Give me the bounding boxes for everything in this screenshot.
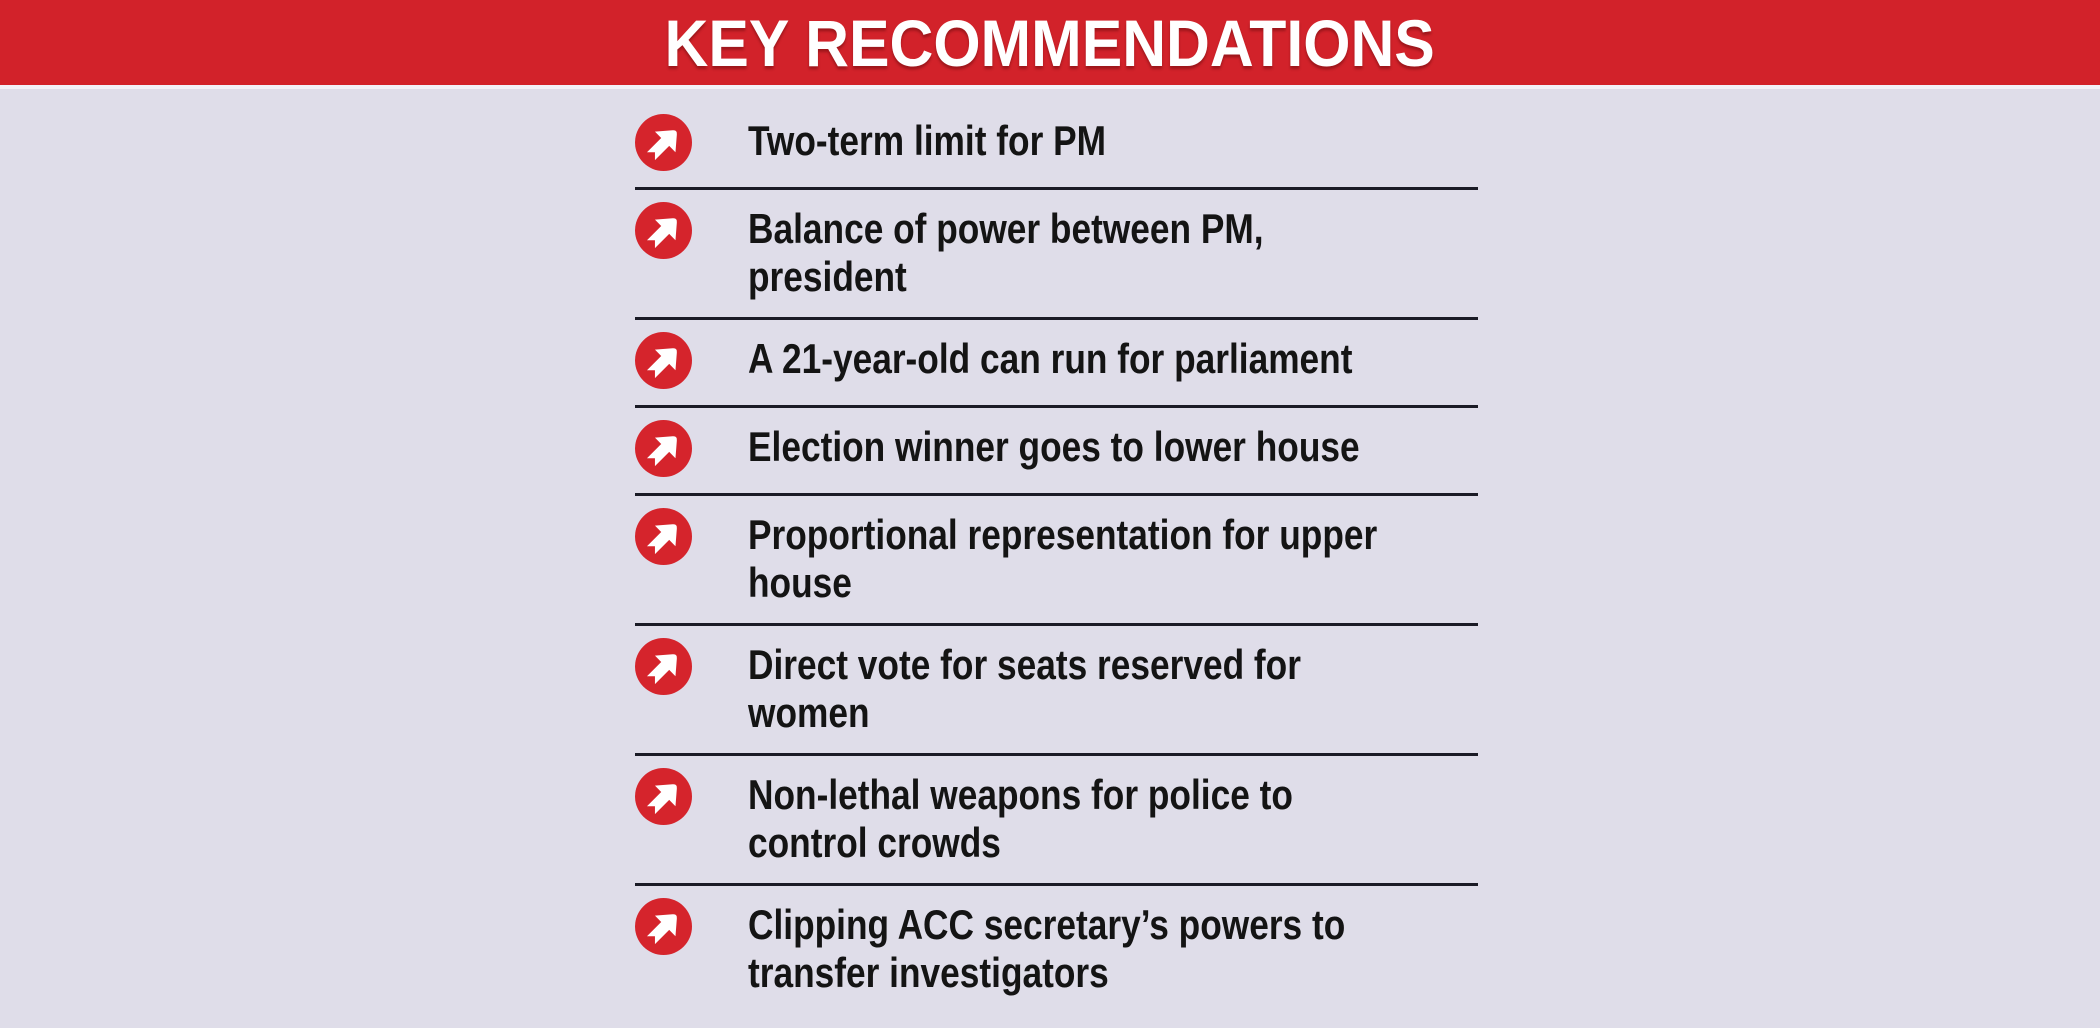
- list-item: Direct vote for seats reserved for women: [635, 626, 1478, 756]
- list-item: Clipping ACC secretary’s powers to trans…: [635, 886, 1478, 1013]
- header-underline: [0, 85, 2100, 89]
- list-item-text: Two-term limit for PM: [748, 117, 1107, 164]
- list-item-text: Balance of power between PM, president: [748, 205, 1264, 300]
- arrow-up-right-icon: [635, 508, 692, 565]
- list-item-text: Election winner goes to lower house: [748, 423, 1360, 470]
- list-item: Non-lethal weapons for police to control…: [635, 756, 1478, 886]
- list-item-text: Proportional representation for upper ho…: [748, 511, 1378, 606]
- list-item: Election winner goes to lower house: [635, 408, 1478, 496]
- recommendations-list: Two-term limit for PM Balance of power b…: [0, 89, 2100, 1013]
- arrow-up-right-icon: [635, 202, 692, 259]
- list-item-text: Direct vote for seats reserved for women: [748, 641, 1301, 736]
- arrow-up-right-icon: [635, 768, 692, 825]
- list-item: Balance of power between PM, president: [635, 190, 1478, 320]
- page-title: KEY RECOMMENDATIONS: [664, 5, 1436, 80]
- list-item: A 21-year-old can run for parliament: [635, 320, 1478, 408]
- list-item-text: A 21-year-old can run for parliament: [748, 335, 1353, 382]
- arrow-up-right-icon: [635, 114, 692, 171]
- header-banner: KEY RECOMMENDATIONS: [0, 0, 2100, 85]
- arrow-up-right-icon: [635, 898, 692, 955]
- list-item: Two-term limit for PM: [635, 102, 1478, 190]
- arrow-up-right-icon: [635, 420, 692, 477]
- arrow-up-right-icon: [635, 332, 692, 389]
- list-item-text: Non-lethal weapons for police to control…: [748, 771, 1293, 866]
- arrow-up-right-icon: [635, 638, 692, 695]
- list-item-text: Clipping ACC secretary’s powers to trans…: [748, 901, 1346, 996]
- list-item: Proportional representation for upper ho…: [635, 496, 1478, 626]
